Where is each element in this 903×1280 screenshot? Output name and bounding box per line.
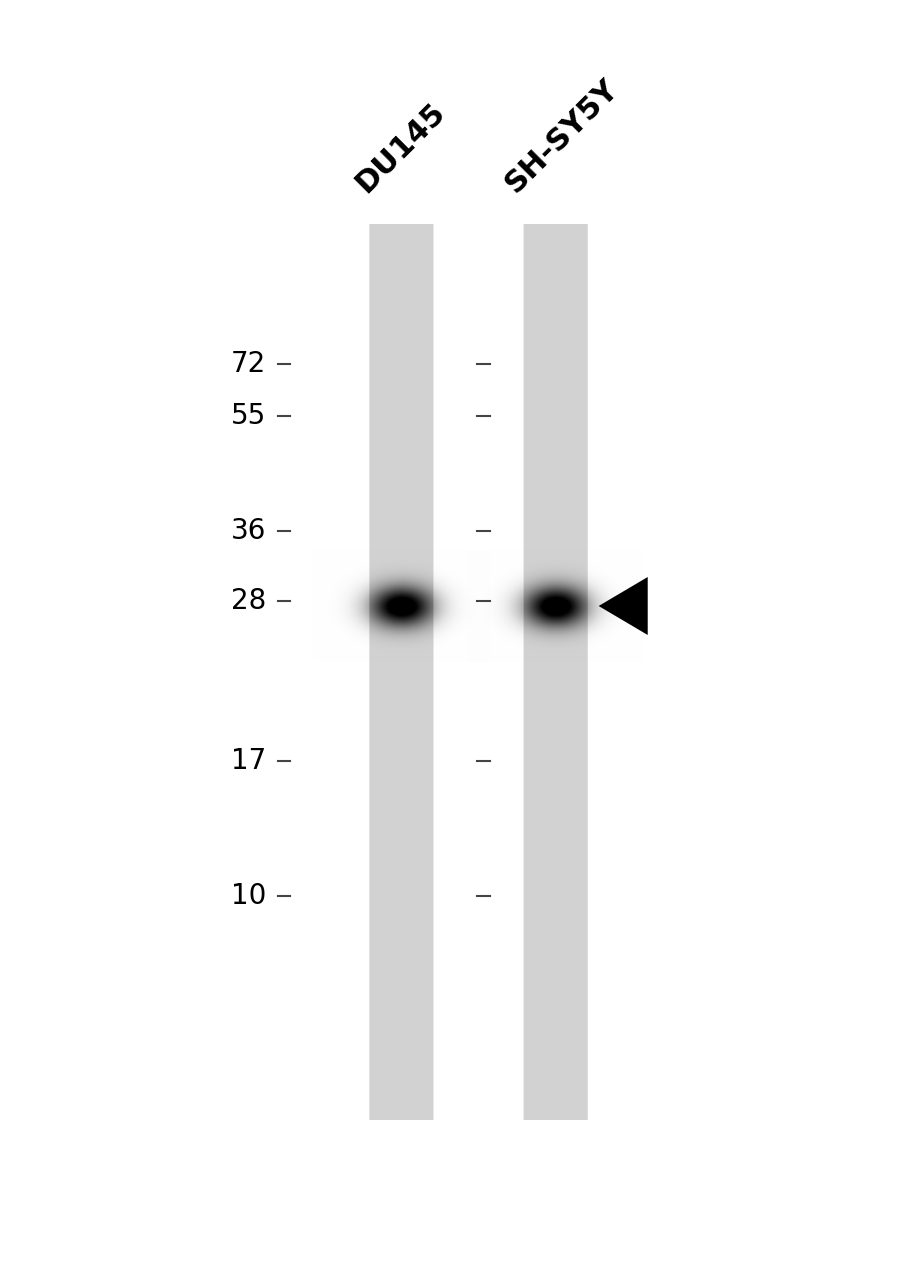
- Text: 17: 17: [231, 748, 266, 774]
- Polygon shape: [598, 577, 647, 635]
- Text: 36: 36: [230, 517, 266, 545]
- Text: SH-SY5Y: SH-SY5Y: [498, 73, 623, 198]
- Text: 28: 28: [231, 588, 266, 614]
- Text: 10: 10: [230, 882, 266, 910]
- Text: 55: 55: [231, 402, 266, 430]
- Text: 72: 72: [231, 349, 266, 378]
- Text: DU145: DU145: [349, 97, 451, 198]
